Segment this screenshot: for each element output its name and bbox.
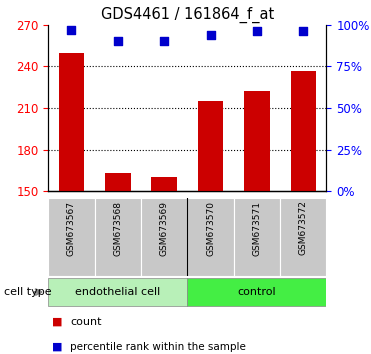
FancyBboxPatch shape <box>187 278 326 306</box>
FancyBboxPatch shape <box>95 198 141 276</box>
Title: GDS4461 / 161864_f_at: GDS4461 / 161864_f_at <box>101 7 274 23</box>
FancyBboxPatch shape <box>141 198 187 276</box>
FancyBboxPatch shape <box>48 198 95 276</box>
Point <box>115 39 121 44</box>
Bar <box>198 101 223 191</box>
Point <box>208 32 214 38</box>
Text: endothelial cell: endothelial cell <box>75 287 160 297</box>
FancyBboxPatch shape <box>48 278 187 306</box>
Point <box>69 27 75 33</box>
Text: GSM673572: GSM673572 <box>299 201 308 256</box>
FancyBboxPatch shape <box>234 198 280 276</box>
Text: GSM673570: GSM673570 <box>206 201 215 256</box>
Text: percentile rank within the sample: percentile rank within the sample <box>70 342 246 352</box>
Text: GSM673568: GSM673568 <box>113 201 122 256</box>
Text: GSM673571: GSM673571 <box>252 201 262 256</box>
FancyBboxPatch shape <box>187 198 234 276</box>
Point <box>161 39 167 44</box>
Bar <box>105 173 131 191</box>
Text: ■: ■ <box>52 317 62 327</box>
Point <box>254 29 260 34</box>
Bar <box>244 91 270 191</box>
FancyBboxPatch shape <box>280 198 326 276</box>
Text: GSM673567: GSM673567 <box>67 201 76 256</box>
Point <box>301 29 306 34</box>
Bar <box>151 177 177 191</box>
Text: count: count <box>70 317 102 327</box>
Text: cell type: cell type <box>4 287 51 297</box>
Text: ■: ■ <box>52 342 62 352</box>
Text: control: control <box>237 287 276 297</box>
Text: GSM673569: GSM673569 <box>160 201 169 256</box>
Bar <box>290 70 316 191</box>
Bar <box>59 52 84 191</box>
